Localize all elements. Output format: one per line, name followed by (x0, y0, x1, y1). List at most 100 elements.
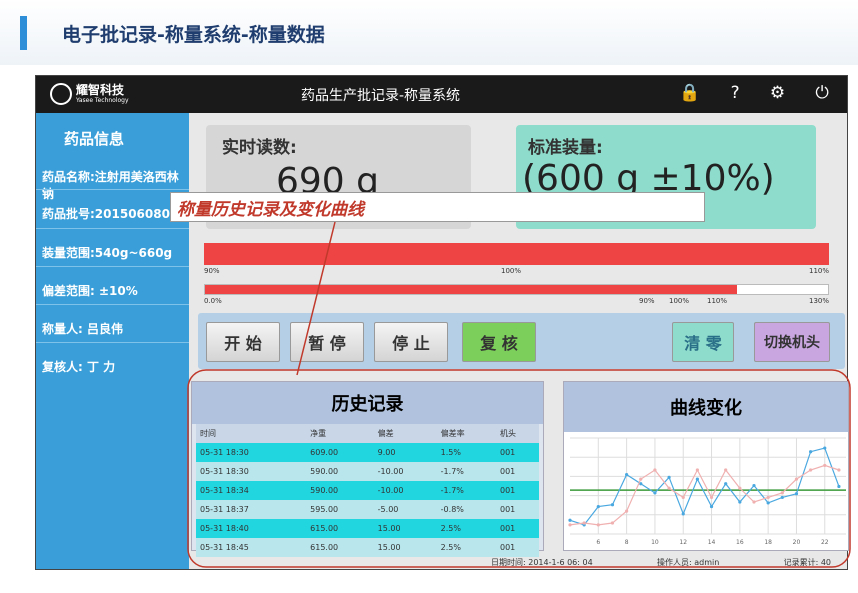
history-table: 时间 净重 偏差 偏差率 机头 05-31 18:30 609.00 9.00 1.5% 001 0… (196, 424, 539, 557)
point (596, 523, 600, 527)
history-row: 05-31 18:30 609.00 9.00 1.5% 001 (196, 443, 539, 462)
top-bar: 耀智科技 Yasee Technology 药品生产批记录-称量系统 🔒? ⚙ ⏻ (36, 76, 847, 113)
point (724, 468, 728, 472)
review-button[interactable]: 复 核 (462, 322, 536, 362)
sidebar-title: 药品信息 (64, 130, 125, 148)
callout: 称量历史记录及变化曲线 (170, 192, 705, 222)
scale-label: 90% (204, 267, 220, 275)
point (596, 504, 600, 509)
point (709, 504, 714, 509)
settings-icon[interactable]: ⚙ (769, 83, 786, 103)
x-tick-label: 18 (764, 539, 772, 546)
scale-label: 100% (501, 267, 522, 275)
scale: 90% 100% 110% (204, 265, 829, 277)
history-row: 05-31 18:45 615.00 15.00 2.5% 001 (196, 538, 539, 557)
history-row: 05-31 18:37 595.00 -5.00 -0.8% 001 (196, 500, 539, 519)
x-tick-label: 6 (596, 539, 600, 546)
switch-button[interactable]: 切换机头 (754, 322, 830, 362)
history-row: 05-31 18:40 615.00 15.00 2.5% 001 (196, 519, 539, 538)
point (766, 495, 770, 500)
history-cell: 609.00 (310, 448, 339, 457)
status-user: 操作人员: admin (656, 558, 720, 567)
button-panel: 开 始 暂 停 停 止 复 核 清 零 切换机头 (198, 313, 845, 369)
stop-button[interactable]: 停 止 (374, 322, 448, 362)
standard-label: 标准装量: (528, 138, 603, 158)
history-cell: 001 (500, 524, 516, 533)
x-tick-label: 12 (679, 539, 687, 546)
history-cell: 590.00 (310, 467, 339, 476)
column-header: 净重 (310, 429, 327, 438)
history-cell: -1.7% (440, 467, 464, 476)
chart-title: 曲线变化 (564, 382, 848, 432)
point (752, 483, 756, 488)
history-cell: 001 (500, 486, 516, 495)
point (667, 475, 671, 479)
point (780, 491, 784, 495)
point (653, 468, 657, 472)
scale-label: 90% (639, 297, 655, 305)
chart: 6 8 10 12 14 16 18 20 22 (568, 437, 846, 546)
history-cell: 590.00 (310, 486, 339, 495)
point (809, 450, 813, 454)
point (639, 477, 643, 481)
zero-button[interactable]: 清 零 (672, 322, 734, 362)
history-cell: -5.00 (377, 505, 399, 514)
history-cell: 001 (500, 505, 516, 514)
point (766, 501, 770, 505)
pause-button[interactable]: 暂 停 (290, 322, 364, 362)
info-item: 药品名称:注射用美洛西林钠 (42, 170, 179, 201)
help-icon[interactable]: ? (730, 83, 740, 103)
point (709, 495, 714, 500)
x-tick-label: 22 (821, 539, 829, 546)
history-cell: 15.00 (377, 524, 401, 533)
info-item: 药品批号:20150608000 (42, 207, 187, 221)
history-cell: 05-31 18:34 (200, 486, 249, 495)
scale: 0.0% 90% 100% 110% 130% (204, 295, 829, 307)
status-bar: 日期时间: 2014-1-6 06: 04 操作人员: admin 记录累计: … (491, 557, 831, 568)
status-count: 记录累计: 40 (783, 558, 831, 567)
x-tick-label: 20 (793, 539, 801, 546)
point (582, 521, 586, 525)
history-cell: -0.8% (440, 505, 464, 514)
toolbar-icons[interactable]: 🔒? ⚙ ⏻ (664, 83, 844, 107)
separator (36, 304, 189, 305)
separator (36, 342, 189, 343)
history-cell: 9.00 (377, 448, 396, 457)
history-cell: -10.00 (377, 467, 404, 476)
point (625, 509, 629, 513)
info-item: 偏差范围: ±10% (42, 284, 138, 298)
point (794, 492, 799, 496)
history-cell: 615.00 (310, 524, 339, 533)
power-icon[interactable]: ⏻ (815, 83, 829, 103)
point (653, 491, 657, 495)
x-tick-label: 10 (651, 539, 659, 546)
scale-label: 0.0% (204, 297, 222, 305)
point (568, 518, 572, 522)
point (823, 446, 827, 450)
history-cell: 615.00 (310, 543, 339, 552)
header-title: 电子批记录-称量系统-称量数据 (62, 24, 325, 46)
history-cell: -1.7% (440, 486, 464, 495)
start-button[interactable]: 开 始 (206, 322, 280, 362)
point (610, 521, 615, 525)
point (837, 484, 841, 489)
status-date: 日期时间: 2014-1-6 06: 04 (491, 558, 593, 567)
progress-fill (205, 285, 737, 294)
x-tick-label: 14 (708, 539, 716, 546)
point (823, 463, 827, 468)
point (681, 495, 685, 500)
history-cell: -10.00 (377, 486, 404, 495)
point (794, 477, 799, 481)
separator (36, 189, 189, 190)
scale-label: 110% (707, 297, 728, 305)
point (681, 512, 685, 516)
progress-bar (204, 243, 829, 265)
column-header: 偏差 (377, 429, 394, 438)
app-window: 耀智科技 Yasee Technology 药品生产批记录-称量系统 🔒? ⚙ ⏻ … (35, 75, 849, 570)
history-cell: 1.5% (440, 448, 461, 457)
history-cell: 05-31 18:30 (200, 448, 249, 457)
sidebar: 药品信息 药品名称:注射用美洛西林钠 药品批号:20150608000 装量范围… (36, 113, 189, 569)
scale-label: 100% (669, 297, 690, 305)
lock-icon[interactable]: 🔒 (679, 83, 701, 103)
